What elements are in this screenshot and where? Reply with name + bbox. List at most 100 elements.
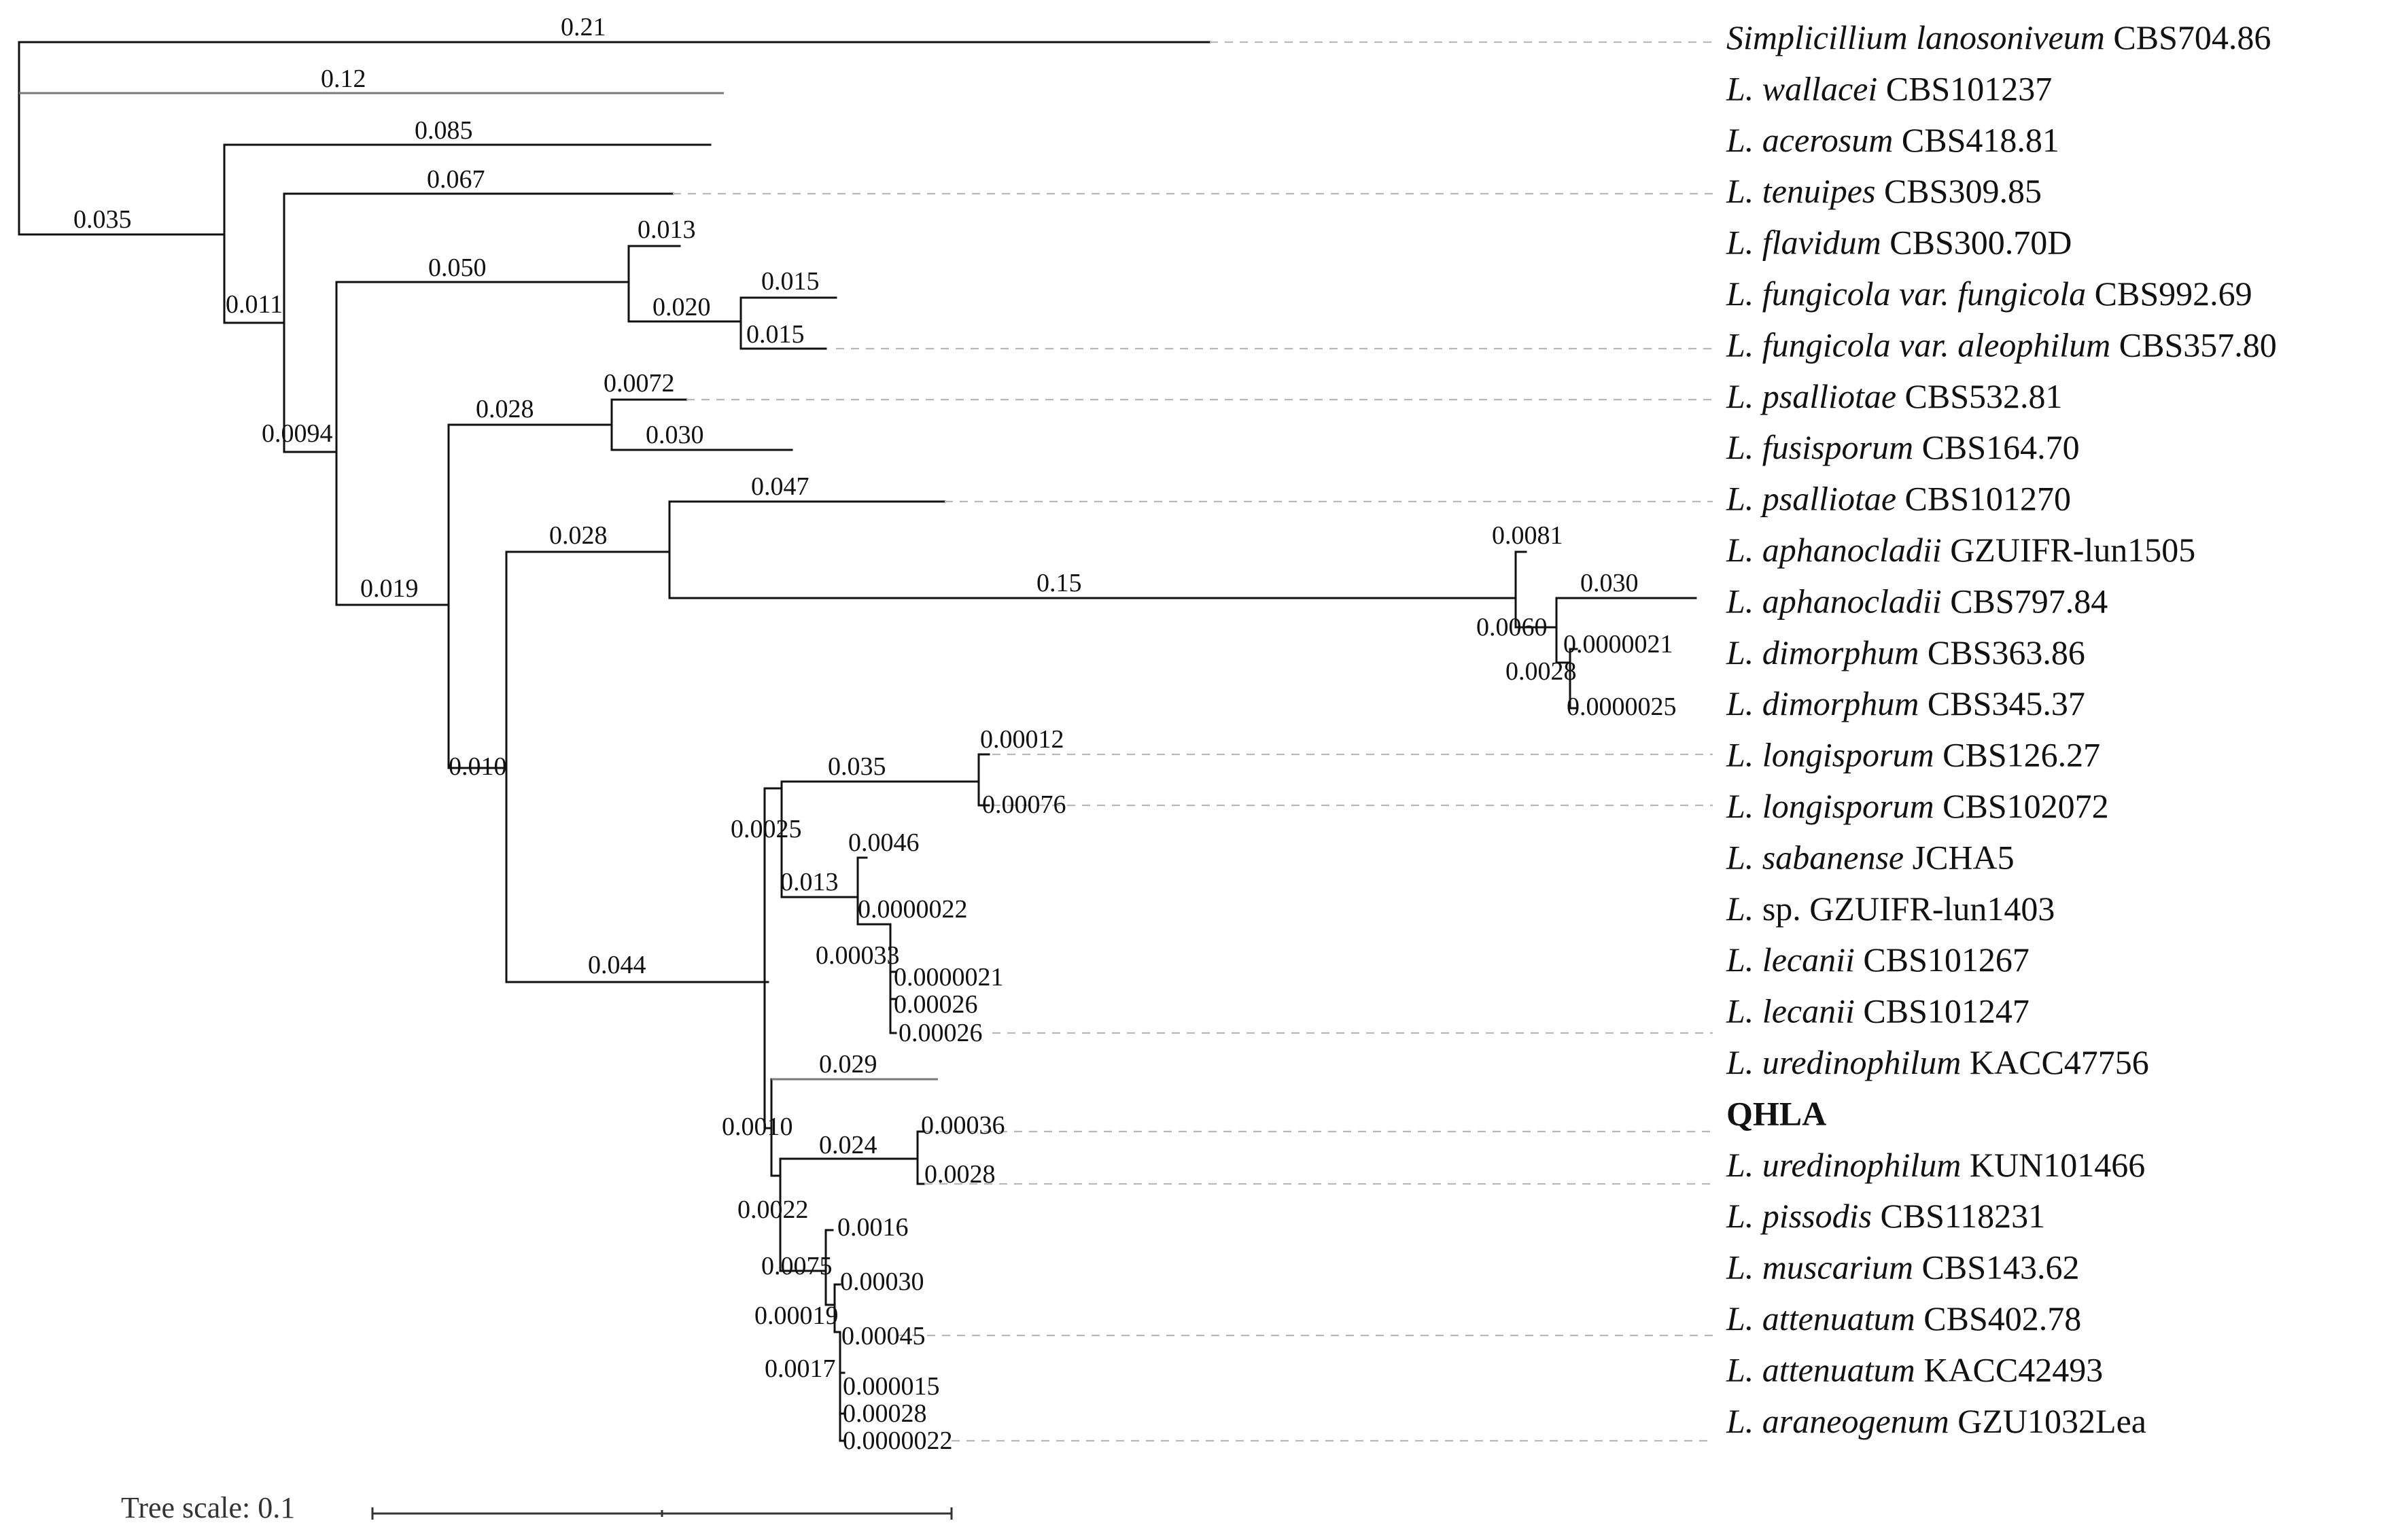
taxon-label-t10: L. psalliotae CBS101270 [1726,480,2071,518]
taxon-strain: CBS101237 [1877,69,2052,107]
taxon-strain: CBS402.78 [1915,1299,2082,1337]
branch-label: 0.00026 [899,1019,983,1047]
taxon-strain: CBS101267 [1855,941,2029,979]
branch-label: 0.00012 [980,725,1064,754]
taxon-species-name: L. aphanocladii [1726,531,1942,569]
branch-label: 0.013 [638,215,696,244]
branch-label: 0.0075 [761,1252,833,1280]
taxon-label-t24: L. pissodis CBS118231 [1726,1197,2045,1235]
branch-label: 0.011 [226,290,283,319]
taxon-strain: CBS126.27 [1934,736,2101,774]
taxon-label-t3: L. acerosum CBS418.81 [1726,121,2059,159]
taxon-label-t22: QHLA [1726,1094,1826,1132]
taxon-strain: CBS992.69 [2086,275,2252,313]
taxon-species-name: L. [1726,890,1754,928]
taxon-strain: JCHA5 [1904,838,2015,876]
branch-label: 0.00030 [840,1267,924,1296]
taxon-label-t9: L. fusisporum CBS164.70 [1726,428,2080,466]
taxon-label-t26: L. attenuatum CBS402.78 [1726,1299,2081,1337]
taxon-species-name: L. attenuatum [1726,1350,1915,1388]
branch-label: 0.0028 [1505,657,1577,686]
taxon-strain: CBS300.70D [1881,224,2072,262]
taxon-label-t8: L. psalliotae CBS532.81 [1726,377,2063,415]
taxon-label-t27: L. attenuatum KACC42493 [1726,1350,2103,1388]
branch-label: 0.085 [415,116,473,145]
branch-label: 0.0046 [848,828,920,857]
taxon-label-t2: L. wallacei CBS101237 [1726,69,2052,107]
taxon-label-t6: L. fungicola var. fungicola CBS992.69 [1726,275,2252,313]
taxon-species-name: L. wallacei [1726,69,1877,107]
taxon-strain: CBS363.86 [1919,633,2085,671]
branch-label: 0.044 [588,951,646,979]
taxon-species-name: L. dimorphum [1726,684,1919,722]
taxon-strain: CBS309.85 [1875,172,2042,210]
scale-bar-line [371,1507,953,1520]
taxon-label-t25: L. muscarium CBS143.62 [1726,1248,2080,1287]
branch-label: 0.00028 [843,1399,927,1428]
branch-label: 0.019 [360,574,419,603]
taxon-label-t18: L. sp. GZUIFR-lun1403 [1726,890,2055,928]
branch-label: 0.0060 [1476,613,1548,642]
taxon-label-t13: L. dimorphum CBS363.86 [1726,633,2085,671]
branch-label: 0.035 [73,205,132,234]
taxon-species-name: L. fungicola var. aleophilum [1726,326,2110,364]
taxon-label-t12: L. aphanocladii CBS797.84 [1726,582,2108,620]
taxon-species-name: L. sabanense [1726,838,1904,876]
branch-label: 0.00033 [816,941,900,970]
taxon-strain: CBS345.37 [1919,684,2085,722]
branch-label: 0.0094 [262,419,333,448]
branch-label: 0.0000022 [843,1427,953,1455]
branch-label: 0.0000021 [1563,630,1673,659]
branch-label: 0.00076 [982,790,1066,819]
taxon-label-t7: L. fungicola var. aleophilum CBS357.80 [1726,326,2277,364]
branch-label: 0.00019 [754,1301,839,1330]
taxon-strain: CBS101270 [1896,480,2071,518]
taxon-species-name: L. fungicola var. fungicola [1726,275,2086,313]
taxon-strain: QHLA [1726,1094,1826,1132]
taxon-strain: KACC42493 [1915,1350,2103,1388]
branch-label: 0.0016 [837,1213,909,1242]
branch-label: 0.013 [780,868,839,896]
branch-label: 0.029 [819,1050,877,1079]
taxon-strain: KUN101466 [1961,1146,2145,1184]
branch-label: 0.12 [321,65,366,93]
branch-label: 0.00026 [894,990,978,1019]
branch-label: 0.010 [449,752,507,781]
taxon-species-name: L. dimorphum [1726,633,1919,671]
leader-lines [673,41,1713,1442]
branch-label: 0.020 [652,293,711,321]
taxon-label-t14: L. dimorphum CBS345.37 [1726,684,2085,722]
taxon-label-t21: L. uredinophilum KACC47756 [1726,1043,2149,1081]
taxon-species-name: L. longisporum [1726,736,1934,774]
taxon-species-name: L. aphanocladii [1726,582,1942,620]
branch-label: 0.035 [828,752,886,781]
taxon-strain: GZU1032Lea [1949,1402,2146,1440]
branch-label: 0.0010 [722,1113,793,1141]
taxon-label-t1: Simplicillium lanosoniveum CBS704.86 [1726,18,2271,56]
branch-label: 0.000015 [843,1372,940,1401]
tree-scale-label: Tree scale: 0.1 [121,1491,295,1524]
branch-label: 0.028 [549,521,608,550]
branch-label: 0.0081 [1492,521,1563,550]
taxon-label-t28: L. araneogenum GZU1032Lea [1726,1402,2146,1440]
taxon-strain: CBS164.70 [1913,428,2080,466]
branch-label: 0.015 [761,267,820,296]
branch-label: 0.024 [819,1131,877,1159]
taxon-species-name: L. attenuatum [1726,1299,1915,1337]
taxon-species-name: L. psalliotae [1726,377,1896,415]
tree-branches [18,41,1697,1442]
taxon-labels: Simplicillium lanosoniveum CBS704.86 L. w… [1726,18,2277,1440]
taxon-strain: CBS797.84 [1942,582,2108,620]
taxon-species-name: L. pissodis [1726,1197,1872,1235]
branch-label: 0.0000022 [858,895,968,924]
taxon-species-name: L. flavidum [1726,224,1881,262]
taxon-species-name: Simplicillium lanosoniveum [1726,18,2105,56]
taxon-species-name: L. fusisporum [1726,428,1913,466]
taxon-label-t11: L. aphanocladii GZUIFR-lun1505 [1726,531,2195,569]
taxon-strain: CBS102072 [1934,787,2109,825]
taxon-strain: CBS101247 [1855,992,2029,1030]
taxon-species-name: L. psalliotae [1726,480,1896,518]
taxon-species-name: L. muscarium [1726,1248,1913,1287]
tree-scale-bar: Tree scale: 0.1 [121,1491,953,1524]
taxon-label-t5: L. flavidum CBS300.70D [1726,224,2072,262]
